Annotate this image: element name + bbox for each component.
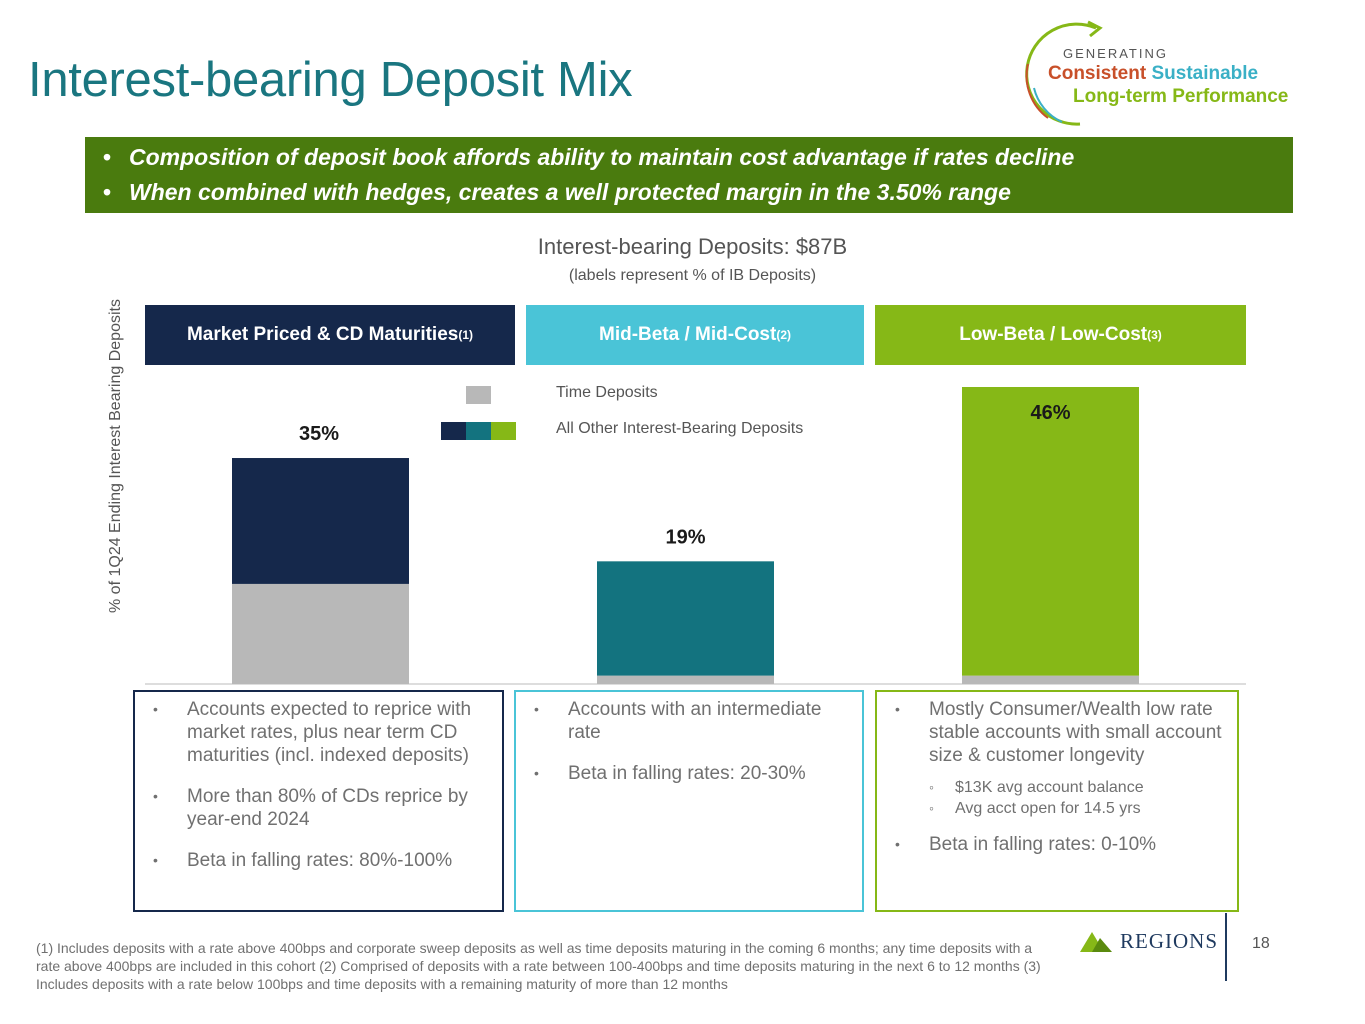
legend-label-time-deposits: Time Deposits <box>556 384 658 401</box>
banner-text: Composition of deposit book affords abil… <box>129 144 1075 170</box>
bar-all-other-deposits <box>232 458 409 584</box>
bar-data-label: 46% <box>1030 402 1070 424</box>
regions-logo: Regions <box>1078 928 1218 954</box>
logo-long-term: Long-term Performance <box>1073 86 1289 107</box>
legend-swatch-all-other <box>441 422 516 440</box>
category-header-label: Low-Beta / Low-Cost <box>959 324 1148 345</box>
category-header-footnote: (1) <box>458 328 474 342</box>
legend-label-all-other: All Other Interest-Bearing Deposits <box>556 420 804 437</box>
bar-all-other-deposits <box>962 387 1139 676</box>
divider <box>1225 913 1227 981</box>
logo-consistent: Consistent <box>1048 63 1147 84</box>
page-number: 18 <box>1252 935 1270 952</box>
description-item: Beta in falling rates: 80%-100% <box>135 849 492 872</box>
bar-all-other-deposits <box>597 561 774 676</box>
description-subitem: Avg acct open for 14.5 yrs <box>877 798 1237 819</box>
category-header-label: Market Priced & CD Maturities <box>186 324 459 345</box>
bar-time-deposits <box>962 675 1139 684</box>
bar-time-deposits <box>597 675 774 684</box>
description-item: Beta in falling rates: 0-10% <box>877 833 1227 856</box>
bar-data-label: 19% <box>665 526 705 548</box>
category-header-footnote: (2) <box>776 328 791 342</box>
description-item: Accounts expected to reprice with market… <box>135 698 492 767</box>
description-item: Mostly Consumer/Wealth low rate stable a… <box>877 698 1227 767</box>
category-header-market-priced: Market Priced & CD Maturities (1) <box>145 305 515 365</box>
footnote: (1) Includes deposits with a rate above … <box>36 940 1041 992</box>
deposit-mix-chart: 35% 19% 46% <box>145 387 1246 685</box>
description-item: Accounts with an intermediate rate <box>516 698 852 744</box>
logo-generating: GENERATING <box>1063 46 1168 61</box>
description-item: Beta in falling rates: 20-30% <box>516 762 852 785</box>
bar-time-deposits <box>232 583 409 684</box>
category-header-label: Mid-Beta / Mid-Cost <box>599 324 777 345</box>
page-title: Interest-bearing Deposit Mix <box>28 53 633 107</box>
key-takeaways-banner: • Composition of deposit book affords ab… <box>85 137 1293 213</box>
legend-swatch-segment <box>441 422 466 440</box>
banner-text: When combined with hedges, creates a wel… <box>129 179 1011 205</box>
regions-pyramid-icon <box>1080 932 1112 952</box>
legend-swatch-segment <box>466 422 491 440</box>
description-box-mid-beta: Accounts with an intermediate rate Beta … <box>514 690 864 912</box>
category-header-low-beta: Low-Beta / Low-Cost (3) <box>875 305 1246 365</box>
chart-title: Interest-bearing Deposits: $87B <box>537 234 848 259</box>
legend-swatch-segment <box>491 422 516 440</box>
description-subitem: $13K avg account balance <box>877 777 1237 798</box>
logo-tagline: Consistent Sustainable <box>1048 63 1258 85</box>
generating-arc-icon <box>1025 20 1103 126</box>
description-item: More than 80% of CDs reprice by year-end… <box>135 785 492 831</box>
bar-data-label: 35% <box>299 423 339 445</box>
logo-sustainable: Sustainable <box>1151 63 1259 84</box>
banner-bullet: • <box>102 179 112 205</box>
category-header-footnote: (3) <box>1147 328 1162 342</box>
banner-item: • When combined with hedges, creates a w… <box>85 179 1293 214</box>
brand-name: Regions <box>1120 928 1219 953</box>
category-header-mid-beta: Mid-Beta / Mid-Cost (2) <box>526 305 864 365</box>
legend-swatch-time-deposits <box>466 386 491 404</box>
description-box-market-priced: Accounts expected to reprice with market… <box>133 690 504 912</box>
banner-bullet: • <box>102 144 112 170</box>
chart-subtitle: (labels represent % of IB Deposits) <box>568 267 817 284</box>
description-box-low-beta: Mostly Consumer/Wealth low rate stable a… <box>875 690 1239 912</box>
banner-item: • Composition of deposit book affords ab… <box>85 144 1293 179</box>
